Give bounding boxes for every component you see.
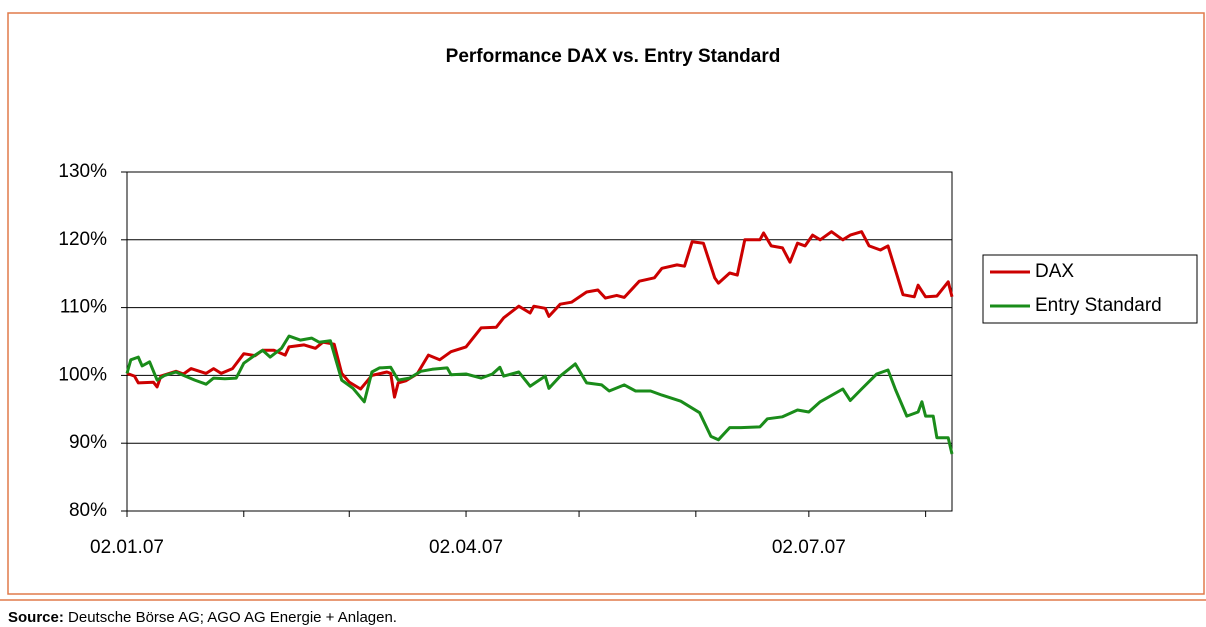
plot-area (126, 171, 953, 512)
y-tick-label: 90% (69, 432, 107, 453)
y-tick-label: 130% (58, 161, 107, 182)
source-label: Source: (8, 609, 64, 626)
y-tick-label: 80% (69, 500, 107, 521)
legend-label: DAX (1035, 261, 1074, 282)
y-tick-label: 120% (58, 229, 107, 250)
legend (982, 254, 1198, 324)
x-tick-label: 02.04.07 (429, 537, 503, 558)
chart-title: Performance DAX vs. Entry Standard (446, 46, 781, 67)
legend-label: Entry Standard (1035, 295, 1162, 316)
x-tick-label: 02.01.07 (90, 537, 164, 558)
source: Source: Deutsche Börse AG; AGO AG Energi… (8, 609, 397, 626)
data-line (125, 334, 954, 455)
y-tick-label: 110% (60, 297, 107, 318)
source-text: Deutsche Börse AG; AGO AG Energie + Anla… (68, 609, 397, 626)
x-tick-label: 02.07.07 (772, 537, 846, 558)
y-tick-label: 100% (58, 364, 107, 385)
